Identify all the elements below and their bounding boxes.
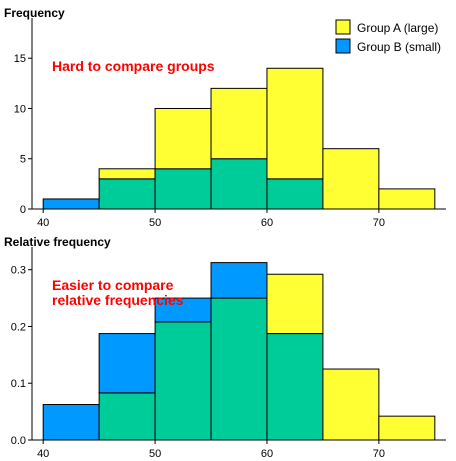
relative-frequency-annotation-line-1: Easier to compare <box>52 277 174 293</box>
bar-group-a-65 <box>322 148 380 210</box>
x-tick-label: 40 <box>37 448 49 460</box>
bar-group-b-40 <box>42 198 100 210</box>
bar-overlap-55 <box>210 297 268 441</box>
x-tick-label: 50 <box>149 217 161 229</box>
legend-swatch-group-a <box>335 19 351 35</box>
legend-swatch-group-b <box>335 38 351 54</box>
bar-group-a-65 <box>322 368 380 441</box>
relative-frequency-chart: Relative frequency 0.00.10.20.340 50 60 70 … <box>4 235 446 460</box>
y-tick-label: 10 <box>14 103 26 115</box>
y-tick-label: 0.3 <box>11 265 26 277</box>
bar-group-a-60 <box>266 273 324 335</box>
bar-overlap-50 <box>154 321 212 441</box>
bar-group-a-70 <box>378 188 436 210</box>
x-tick-label: 40 <box>37 217 49 229</box>
y-tick-label: 0.1 <box>11 378 26 390</box>
relative-frequency-chart-title: Relative frequency <box>4 235 111 249</box>
bar-group-a-70 <box>378 415 436 441</box>
bar-group-b-40 <box>42 404 100 441</box>
x-tick-label: 70 <box>373 448 385 460</box>
bar-group-b-55 <box>210 262 268 299</box>
bar-group-a-55 <box>210 87 268 160</box>
relative-frequency-annotation-line-2: relative frequencies <box>52 292 184 308</box>
bar-group-a-50 <box>154 107 212 170</box>
x-tick-label: 60 <box>261 448 273 460</box>
bar-group-a-60 <box>266 67 324 180</box>
bar-overlap-55 <box>210 158 268 210</box>
y-tick-label: 15 <box>14 53 26 65</box>
frequency-chart: Frequency 0 5 10 15 40 50 60 70 Hard to compare… <box>4 6 446 229</box>
x-tick-label: 50 <box>149 448 161 460</box>
bar-overlap-60 <box>266 333 324 441</box>
bar-group-a-45 <box>98 168 156 180</box>
legend: Group A (large) Group B (small) <box>335 19 441 54</box>
y-tick-label: 0.0 <box>11 435 26 447</box>
bar-overlap-45 <box>98 392 156 441</box>
bar-group-b-45 <box>98 333 156 394</box>
legend-label-group-b: Group B (small) <box>357 40 441 54</box>
y-tick-label: 0 <box>20 204 26 216</box>
frequency-chart-title: Frequency <box>4 6 65 20</box>
y-tick-label: 5 <box>20 154 26 166</box>
x-tick-label: 60 <box>261 217 273 229</box>
bar-overlap-60 <box>266 178 324 210</box>
frequency-chart-annotation: Hard to compare groups <box>52 58 215 74</box>
legend-label-group-a: Group A (large) <box>357 21 438 35</box>
y-tick-label: 0.2 <box>11 321 26 333</box>
bar-overlap-50 <box>154 168 212 210</box>
x-tick-label: 70 <box>373 217 385 229</box>
bar-overlap-45 <box>98 178 156 210</box>
